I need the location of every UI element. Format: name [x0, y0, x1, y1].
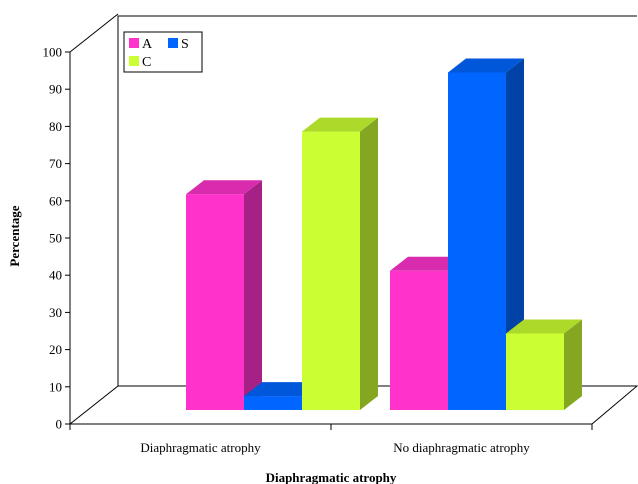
bar-front-face	[390, 270, 448, 410]
x-axis: Diaphragmatic atrophy No diaphragmatic at…	[69, 424, 593, 455]
bar-side-face	[564, 319, 582, 410]
y-tick-label: 30	[49, 305, 62, 320]
bar	[302, 117, 378, 410]
legend-label: A	[142, 37, 153, 52]
legend: A S C	[123, 31, 203, 73]
y-tick-label: 50	[49, 231, 62, 246]
bar-top-face	[244, 382, 320, 397]
side-wall-top-edge	[69, 13, 119, 53]
y-tick-label: 40	[49, 268, 62, 283]
y-tick-label: 80	[49, 119, 62, 134]
bar-top-face	[302, 117, 378, 132]
bar-side-face	[506, 58, 524, 410]
y-axis-title: Percentage	[7, 205, 22, 266]
y-tick-label: 90	[49, 82, 62, 97]
bar-top-face	[506, 319, 582, 334]
bar-side-face	[244, 180, 262, 410]
y-tick-label: 20	[49, 342, 62, 357]
legend-swatch	[129, 38, 139, 48]
back-wall-edge	[117, 15, 637, 386]
y-tick-label: 100	[43, 45, 63, 60]
legend-label: C	[142, 55, 151, 70]
legend-swatch	[168, 38, 178, 48]
bar	[506, 319, 582, 410]
bar-front-face	[448, 72, 506, 410]
bar-side-face	[360, 117, 378, 410]
bar-front-face	[302, 131, 360, 410]
y-tick-label: 70	[49, 156, 62, 171]
bar-top-face	[448, 58, 524, 73]
x-category-label: No diaphragmatic atrophy	[393, 440, 530, 455]
y-tick-label: 0	[56, 417, 63, 432]
bar-front-face	[244, 396, 302, 410]
y-axis: 0 10 20 30 40 50 60 70 80 90 100	[43, 45, 70, 432]
y-tick-label: 60	[49, 193, 62, 208]
bars	[186, 58, 582, 410]
y-tick-label: 10	[49, 379, 62, 394]
bar-top-face	[186, 180, 262, 195]
legend-label: S	[181, 37, 189, 52]
bar-front-face	[506, 333, 564, 410]
bar-top-face	[390, 256, 466, 271]
x-axis-title: Diaphragmatic atrophy	[266, 470, 397, 484]
bar-front-face	[186, 194, 244, 410]
bar	[448, 58, 524, 410]
legend-swatch	[129, 56, 139, 66]
bar	[186, 180, 262, 410]
x-category-label: Diaphragmatic atrophy	[140, 440, 261, 455]
